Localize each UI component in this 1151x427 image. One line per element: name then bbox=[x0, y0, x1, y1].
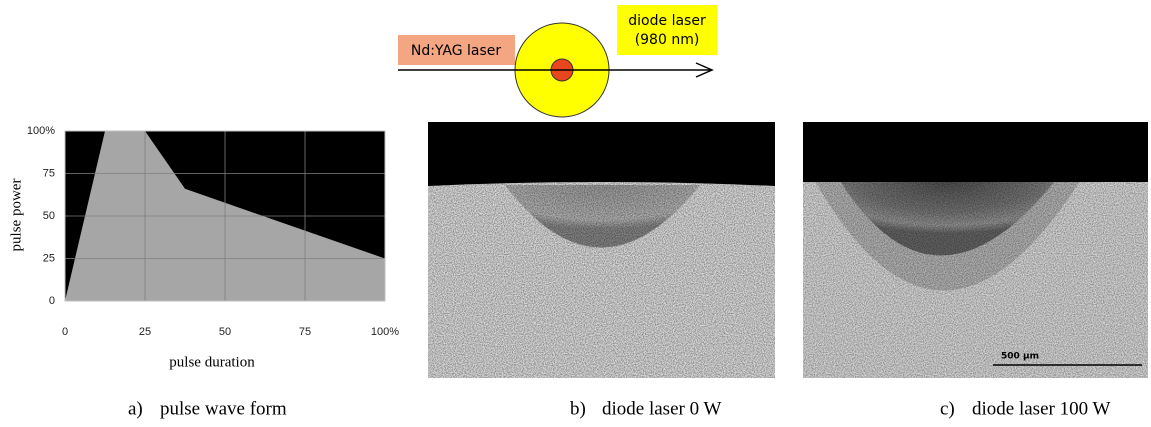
captions: a) pulse wave form b) diode laser 0 W c)… bbox=[128, 398, 1110, 419]
background bbox=[803, 122, 1148, 182]
x-tick-label: 100% bbox=[371, 326, 399, 338]
caption-letter: c) bbox=[940, 398, 955, 419]
laser-diagram: Nd:YAG laser diode laser (980 nm) bbox=[398, 5, 717, 117]
background bbox=[428, 122, 775, 186]
y-axis-label: pulse power bbox=[8, 179, 24, 252]
micrograph-c: 500 µm bbox=[803, 122, 1148, 378]
y-tick-label: 0 bbox=[49, 295, 55, 307]
y-tick-label: 50 bbox=[43, 210, 55, 222]
figure: Nd:YAG laser diode laser (980 nm) pulse … bbox=[0, 0, 1151, 427]
y-tick-label: 100% bbox=[27, 125, 55, 137]
y-tick-label: 75 bbox=[43, 167, 55, 179]
caption-text: pulse wave form bbox=[160, 398, 287, 419]
caption-text: diode laser 100 W bbox=[972, 398, 1110, 419]
scale-bar-label: 500 µm bbox=[1001, 352, 1039, 362]
micrograph-b bbox=[428, 122, 775, 378]
caption-letter: b) bbox=[570, 398, 586, 419]
pulse-chart: pulse power pulse duration 0 25 50 75 100% 0 2… bbox=[8, 125, 399, 371]
y-tick-label: 25 bbox=[43, 252, 55, 264]
diode-label-line: diode laser bbox=[628, 13, 706, 29]
x-axis-label: pulse duration bbox=[169, 354, 255, 370]
nd-yag-label: Nd:YAG laser bbox=[411, 43, 502, 59]
x-tick-label: 0 bbox=[62, 326, 68, 338]
x-tick-label: 50 bbox=[219, 326, 231, 338]
caption-text: diode laser 0 W bbox=[602, 398, 721, 419]
caption-letter: a) bbox=[128, 398, 143, 419]
diode-label-line: (980 nm) bbox=[635, 32, 700, 48]
x-tick-label: 25 bbox=[139, 326, 151, 338]
x-tick-label: 75 bbox=[299, 326, 311, 338]
